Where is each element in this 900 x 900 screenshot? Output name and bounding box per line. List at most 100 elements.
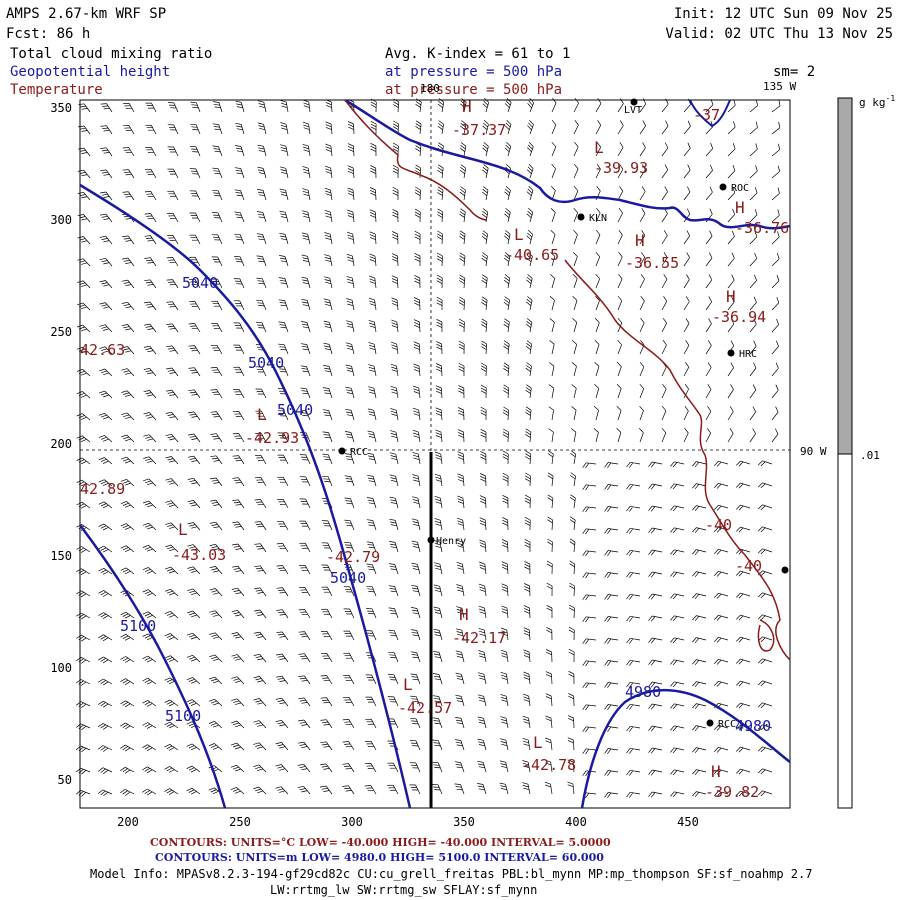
wind-barb xyxy=(434,451,443,465)
wind-barb xyxy=(749,406,757,421)
wind-barb xyxy=(455,628,465,641)
wind-barb xyxy=(757,614,773,621)
wind-barb xyxy=(345,431,355,443)
wind-barb xyxy=(348,99,355,113)
wind-barb xyxy=(143,478,157,487)
wind-barb xyxy=(626,571,641,578)
wind-barb xyxy=(692,527,707,534)
wind-barb xyxy=(504,208,511,223)
wind-barb xyxy=(186,765,201,773)
wind-barb xyxy=(280,100,289,113)
wind-barb xyxy=(692,571,707,578)
x-tick-label: 200 xyxy=(117,815,139,829)
wind-barb xyxy=(757,482,773,489)
wind-barb xyxy=(76,634,91,642)
wind-barb xyxy=(346,320,355,333)
wind-barb xyxy=(209,610,223,619)
wind-barb xyxy=(99,280,113,289)
wind-barb xyxy=(661,427,667,443)
wind-barb xyxy=(771,406,779,421)
wind-barb xyxy=(232,477,245,487)
wind-barb xyxy=(477,716,487,729)
wind-barb xyxy=(165,411,179,421)
wind-barb xyxy=(670,571,685,578)
wind-barb xyxy=(278,321,289,333)
wind-barb xyxy=(648,615,663,622)
wind-barb xyxy=(639,273,645,289)
wind-barb xyxy=(456,584,465,597)
wind-barb xyxy=(410,695,421,707)
wind-barb xyxy=(683,405,689,421)
wind-barb xyxy=(164,611,179,619)
wind-barb xyxy=(278,299,289,311)
wind-barb xyxy=(322,453,333,465)
wind-barb xyxy=(77,191,91,201)
wind-barb xyxy=(189,212,201,223)
wind-barb xyxy=(523,649,531,663)
wind-barb xyxy=(692,549,707,556)
wind-barb xyxy=(458,407,465,421)
wind-barb xyxy=(410,673,421,685)
wind-barb xyxy=(544,781,553,795)
wind-barb xyxy=(278,277,289,289)
wind-barb xyxy=(100,103,113,113)
wind-barb xyxy=(165,500,179,509)
wind-barb xyxy=(410,717,421,729)
wind-barb xyxy=(370,98,377,113)
wind-barb xyxy=(298,587,311,597)
wind-barb xyxy=(595,295,600,311)
wind-barb xyxy=(714,680,729,687)
wind-barb xyxy=(208,743,223,751)
wind-barb xyxy=(413,385,421,399)
wind-barb xyxy=(323,298,333,311)
wind-barb xyxy=(527,119,534,135)
wind-barb xyxy=(648,769,663,776)
wind-barb xyxy=(648,747,663,754)
pressure-geo-label: at pressure = 500 hPa xyxy=(385,64,562,80)
wind-barb xyxy=(301,254,311,267)
wind-barb xyxy=(500,716,509,729)
wind-barb xyxy=(98,634,113,642)
wind-barb xyxy=(277,498,289,509)
wind-barb xyxy=(434,518,443,531)
wind-barb xyxy=(455,650,465,663)
wind-barb xyxy=(522,715,531,729)
wind-barb xyxy=(275,675,289,685)
wind-barb xyxy=(727,384,734,399)
wind-barb xyxy=(749,252,758,267)
wind-barb xyxy=(582,704,597,711)
wind-barb xyxy=(692,747,707,754)
wind-barb xyxy=(478,672,487,685)
height-label: 5100 xyxy=(120,617,156,635)
wind-barb xyxy=(98,457,113,465)
wind-barb xyxy=(413,297,421,311)
wind-barb xyxy=(523,605,531,619)
wind-barb xyxy=(369,209,377,223)
wind-barb xyxy=(387,674,399,685)
wind-barb xyxy=(325,121,333,135)
field-geopotential-label: Geopotential height xyxy=(10,64,170,80)
wind-barb xyxy=(188,301,201,311)
wind-barb xyxy=(771,296,780,311)
wind-barb xyxy=(257,122,267,135)
wind-barb xyxy=(324,254,333,267)
wind-barb xyxy=(648,791,663,798)
wind-barb xyxy=(409,740,421,751)
wind-barb xyxy=(298,609,311,619)
station-label: ROC xyxy=(731,183,749,194)
wind-barb xyxy=(320,741,333,751)
wind-barb xyxy=(456,606,465,619)
wind-barb xyxy=(299,476,311,487)
wind-barb xyxy=(393,98,400,113)
wind-barb xyxy=(546,604,553,618)
wind-barb xyxy=(99,324,113,333)
wind-barb xyxy=(365,696,377,707)
wind-barb xyxy=(142,522,157,531)
wind-barb xyxy=(459,230,466,245)
wind-barb xyxy=(457,429,465,443)
wind-barb xyxy=(368,319,377,333)
wind-barb xyxy=(233,278,245,289)
wind-barb xyxy=(187,500,201,509)
wind-barb xyxy=(257,189,267,201)
wind-barb xyxy=(254,499,267,509)
